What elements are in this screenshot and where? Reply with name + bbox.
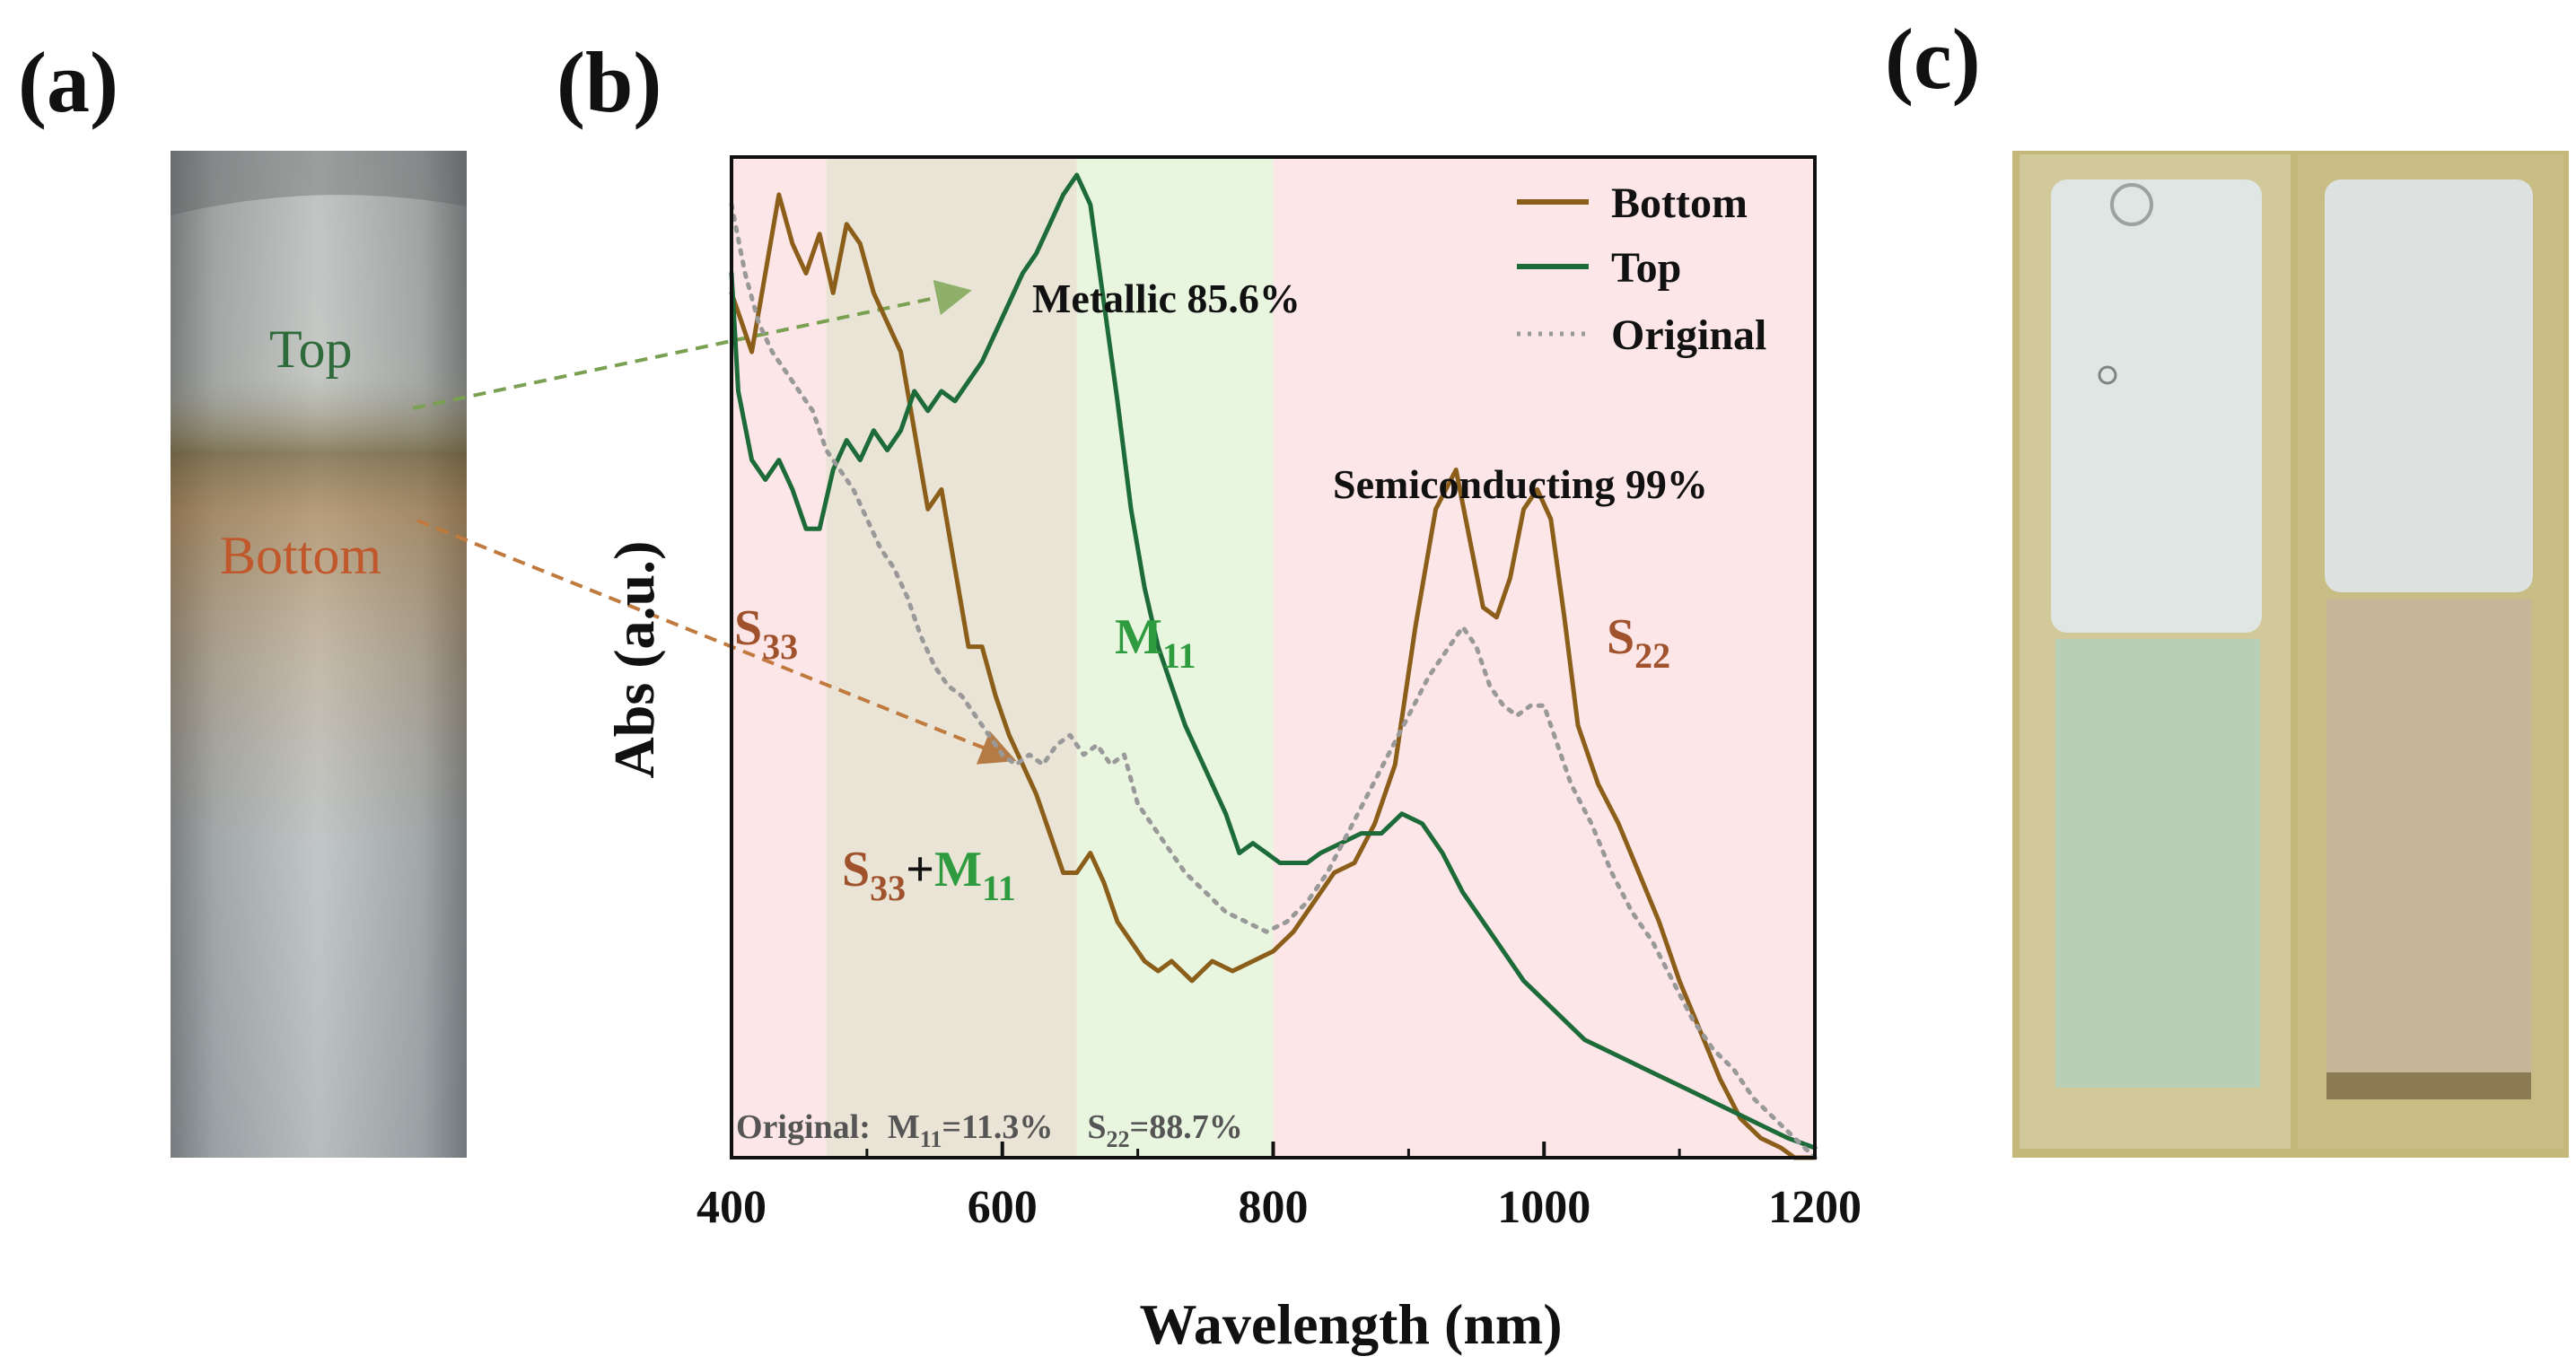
annotation-s33: S33 bbox=[734, 600, 798, 667]
panel-label-b: (b) bbox=[556, 34, 662, 130]
arrow-bottom-to-s33m11 bbox=[416, 519, 1017, 765]
x-tick-label: 400 bbox=[697, 1182, 767, 1233]
annotation-semiconducting: Semiconducting 99% bbox=[1333, 461, 1708, 507]
series-line-bottom bbox=[729, 192, 1818, 1160]
arrow-top-to-metallic bbox=[412, 280, 972, 410]
x-tick-label: 1000 bbox=[1497, 1182, 1590, 1233]
annotation-s22: S22 bbox=[1607, 609, 1670, 676]
annotation-original-ratio: Original: M11=11.3% S22=88.7% bbox=[736, 1108, 1243, 1152]
x-axis-title: Wavelength (nm) bbox=[1139, 1292, 1562, 1356]
legend-top-label: Top bbox=[1611, 244, 1681, 292]
annotation-m11: M11 bbox=[1115, 609, 1196, 676]
photo-top-label: Top bbox=[269, 319, 353, 379]
legend-original-label: Original bbox=[1611, 311, 1766, 359]
photo-bottom-label: Bottom bbox=[220, 526, 382, 585]
panel-label-c: (c) bbox=[1885, 11, 1981, 107]
annotation-metallic: Metallic 85.6% bbox=[1032, 276, 1301, 321]
shaded-region-s33 bbox=[826, 157, 1077, 1158]
shaded-region-m11 bbox=[1076, 157, 1274, 1158]
legend-bottom-label: Bottom bbox=[1611, 179, 1748, 227]
annotation-s33-m11: S33+M11 bbox=[842, 842, 1016, 908]
y-axis-title: Abs (a.u.) bbox=[602, 541, 666, 779]
series-line-top bbox=[729, 172, 1818, 1151]
series-line-original bbox=[729, 202, 1818, 1160]
x-tick-label: 600 bbox=[968, 1182, 1038, 1233]
x-tick-label: 800 bbox=[1239, 1182, 1309, 1233]
x-tick-label: 1200 bbox=[1768, 1182, 1862, 1233]
panel-label-a: (a) bbox=[18, 34, 118, 130]
